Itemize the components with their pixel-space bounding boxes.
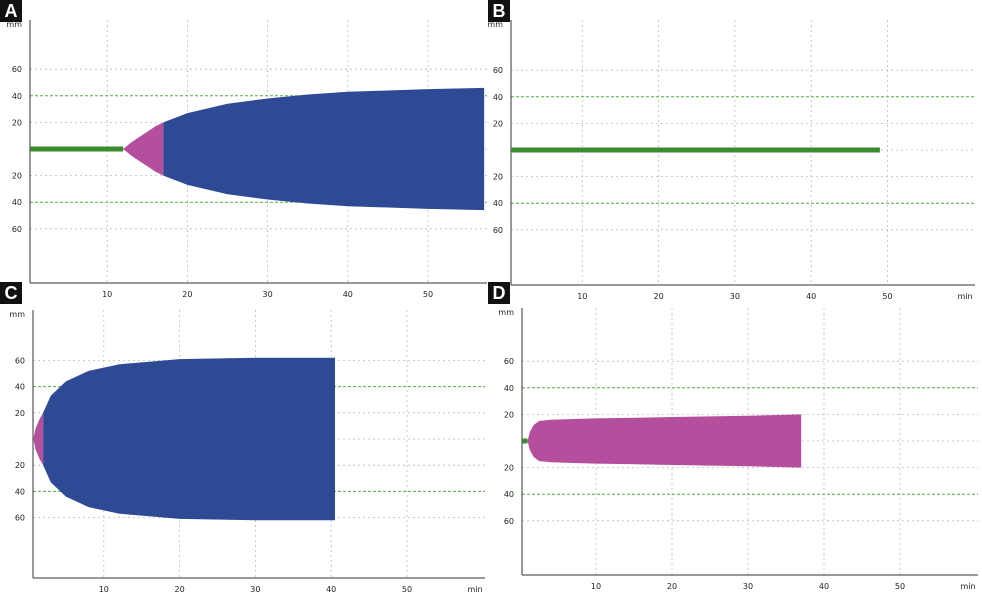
panel-d-x-tick-label: 40 bbox=[819, 582, 829, 591]
panel-d-x-tick-label: 10 bbox=[591, 582, 601, 591]
panel-b-x-tick-label: 30 bbox=[730, 292, 740, 301]
panel-b-x-tick-label: 20 bbox=[654, 292, 664, 301]
panel-c-y-tick-label: 60 bbox=[15, 356, 25, 365]
panel-label-b: B bbox=[488, 0, 510, 22]
panel-d-x-tick-label: 20 bbox=[667, 582, 677, 591]
panel-b-y-tick-label: 20 bbox=[493, 173, 503, 182]
panel-a-clot-formation-area bbox=[123, 122, 164, 176]
panel-a-y-tick-label: 20 bbox=[12, 172, 22, 181]
panel-d-y-tick-label: 60 bbox=[504, 357, 514, 366]
panel-a-y-tick-label: 40 bbox=[12, 92, 22, 101]
panel-c-y-tick-label: 20 bbox=[15, 409, 25, 418]
panel-b-x-unit-label: min bbox=[957, 292, 972, 301]
panel-d-clot-formation-area bbox=[527, 414, 802, 468]
panel-b-x-tick-label: 50 bbox=[882, 292, 892, 301]
panel-a-y-tick-label: 60 bbox=[12, 65, 22, 74]
panel-a-y-tick-label: 40 bbox=[12, 198, 22, 207]
panel-b-x-tick-label: 40 bbox=[806, 292, 816, 301]
panel-b-y-tick-label: 40 bbox=[493, 199, 503, 208]
panel-a-x-tick-label: 40 bbox=[343, 290, 353, 299]
panel-b-y-tick-label: 20 bbox=[493, 119, 503, 128]
panel-c-x-tick-label: 20 bbox=[175, 585, 185, 594]
panel-d-x-tick-label: 30 bbox=[743, 582, 753, 591]
panel-c-clot-formation-area bbox=[33, 412, 44, 466]
panel-a-y-tick-label: 60 bbox=[12, 225, 22, 234]
panel-c-x-tick-label: 30 bbox=[250, 585, 260, 594]
panel-c-y-tick-label: 60 bbox=[15, 514, 25, 523]
panel-label-d: D bbox=[488, 282, 510, 304]
panel-b-y-tick-label: 40 bbox=[493, 93, 503, 102]
panel-c-y-tick-label: 40 bbox=[15, 487, 25, 496]
panel-label-c: C bbox=[0, 282, 22, 304]
panel-c-x-tick-label: 10 bbox=[99, 585, 109, 594]
panel-c-y-tick-label: 40 bbox=[15, 383, 25, 392]
panel-d-y-tick-label: 20 bbox=[504, 410, 514, 419]
panel-c-clot-firmness-area bbox=[43, 357, 335, 521]
panel-d-x-tick-label: 50 bbox=[895, 582, 905, 591]
panel-c-y-unit-label: mm bbox=[9, 310, 25, 319]
panel-d-y-tick-label: 40 bbox=[504, 490, 514, 499]
panel-b-y-tick-label: 60 bbox=[493, 226, 503, 235]
panel-a-y-tick-label: 20 bbox=[12, 118, 22, 127]
panel-a-x-tick-label: 30 bbox=[263, 290, 273, 299]
panel-c-x-tick-label: 50 bbox=[402, 585, 412, 594]
panel-d-y-tick-label: 20 bbox=[504, 464, 514, 473]
panel-b-y-tick-label: 60 bbox=[493, 66, 503, 75]
panel-a-clot-firmness-area bbox=[163, 87, 485, 211]
panel-d-y-tick-label: 60 bbox=[504, 517, 514, 526]
panel-d-y-tick-label: 40 bbox=[504, 384, 514, 393]
panel-a-y-unit-label: mm bbox=[6, 20, 22, 29]
panel-b-x-tick-label: 10 bbox=[577, 292, 587, 301]
panel-b-y-unit-label: mm bbox=[487, 20, 503, 29]
panel-a-x-tick-label: 10 bbox=[102, 290, 112, 299]
panel-a-x-tick-label: 50 bbox=[423, 290, 433, 299]
panel-a-x-tick-label: 20 bbox=[182, 290, 192, 299]
panel-d-y-unit-label: mm bbox=[498, 308, 514, 317]
panel-d-x-unit-label: min bbox=[960, 582, 975, 591]
panel-c-y-tick-label: 20 bbox=[15, 461, 25, 470]
panel-label-a: A bbox=[0, 0, 22, 22]
panel-c-x-tick-label: 40 bbox=[326, 585, 336, 594]
panel-c-x-unit-label: min bbox=[467, 585, 482, 594]
